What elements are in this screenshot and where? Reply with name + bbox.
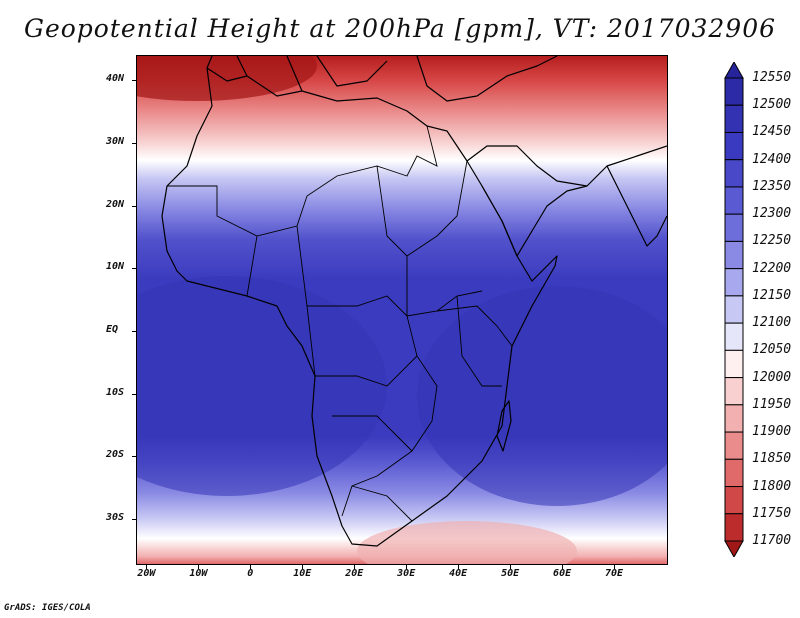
- lat-tick: [132, 142, 137, 144]
- colorbar-label: 12050: [752, 342, 792, 358]
- colorbar-segment: [724, 458, 744, 488]
- colorbar-label: 11700: [752, 533, 792, 548]
- colorbar-label: 12550: [752, 70, 792, 85]
- colorbar-label: 11850: [752, 451, 792, 467]
- lat-label: 10N: [106, 261, 125, 273]
- colorbar-segment: [724, 431, 744, 460]
- lat-tick: [132, 393, 137, 395]
- lon-tick: [250, 564, 252, 569]
- lat-tick: [132, 205, 137, 207]
- lon-label: 50E: [501, 568, 520, 579]
- lat-tick: [132, 456, 137, 458]
- colorbar-label: 12450: [752, 124, 792, 140]
- colorbar-segment: [724, 377, 744, 406]
- colorbar-segment: [724, 240, 744, 270]
- height-min-north: [137, 56, 317, 101]
- colorbar-segment: [724, 295, 744, 324]
- lat-label: 30S: [106, 512, 125, 524]
- lon-label: 40E: [449, 568, 468, 579]
- colorbar-label: 12000: [752, 369, 792, 385]
- colorbar-segment: [724, 513, 744, 542]
- height-max-indian: [417, 286, 667, 506]
- lat-tick: [132, 80, 137, 82]
- lon-label: 10W: [189, 568, 208, 579]
- lon-label: 10E: [293, 568, 312, 579]
- map-panel: [136, 55, 668, 565]
- lon-tick: [146, 564, 148, 569]
- colorbar: [724, 62, 744, 557]
- lon-tick: [198, 564, 200, 569]
- coastlines: [161, 56, 667, 547]
- lon-tick: [458, 564, 460, 569]
- colorbar-under-triangle: [724, 540, 744, 557]
- madagascar: [496, 400, 512, 452]
- country-borders: [167, 125, 513, 522]
- colorbar-over-triangle: [724, 62, 744, 79]
- lat-tick: [132, 330, 137, 332]
- colorbar-segment: [724, 349, 744, 379]
- colorbar-segment: [724, 322, 744, 351]
- colorbar-segment: [724, 486, 744, 515]
- europe-coast: [206, 56, 558, 102]
- colorbar-label: 12100: [752, 315, 792, 331]
- colorbar-label: 11800: [752, 478, 792, 494]
- arabia-north: [466, 145, 667, 187]
- map-title: Geopotential Height at 200hPa [gpm], VT:…: [23, 14, 777, 43]
- colorbar-label: 11750: [752, 505, 792, 521]
- colorbar-label: 12200: [752, 260, 792, 276]
- colorbar-label: 11950: [752, 396, 792, 412]
- lat-label: 10S: [106, 386, 125, 398]
- lat-label: 30N: [106, 135, 125, 147]
- height-max-atlantic: [137, 276, 387, 496]
- colorbar-segment: [724, 213, 744, 242]
- lat-tick: [132, 268, 137, 270]
- lat-label: EQ: [106, 323, 119, 335]
- africa-coastline: [161, 67, 558, 547]
- lon-label: 70E: [605, 568, 624, 579]
- colorbar-label: 12500: [752, 97, 792, 113]
- lon-label: 30E: [397, 568, 416, 579]
- lat-tick: [132, 519, 137, 521]
- colorbar-label: 12400: [752, 151, 792, 167]
- lon-tick: [510, 564, 512, 569]
- lon-label: 20W: [137, 568, 156, 579]
- lon-label: 0: [247, 568, 254, 579]
- arabian-peninsula: [481, 185, 588, 257]
- colorbar-segment: [724, 186, 744, 215]
- lon-label: 60E: [553, 568, 572, 579]
- height-min-south: [357, 521, 577, 564]
- lon-tick: [614, 564, 616, 569]
- colorbar-label: 12150: [752, 287, 792, 303]
- india-west: [606, 165, 667, 247]
- colorbar-segment: [724, 104, 744, 133]
- lon-tick: [354, 564, 356, 569]
- lat-label: 40N: [106, 73, 125, 85]
- lon-tick: [302, 564, 304, 569]
- colorbar-label: 12300: [752, 206, 792, 222]
- colorbar-segment: [724, 131, 744, 161]
- colorbar-segment: [724, 404, 744, 433]
- colorbar-label: 12250: [752, 233, 792, 249]
- colorbar-segment: [724, 159, 744, 188]
- colorbar-segment: [724, 77, 744, 106]
- colorbar-label: 11900: [752, 424, 792, 440]
- colorbar-segment: [724, 268, 744, 297]
- lat-label: 20S: [106, 449, 125, 461]
- lat-label: 20N: [106, 198, 125, 210]
- geopotential-field-map: [137, 56, 667, 564]
- lon-tick: [562, 564, 564, 569]
- lon-tick: [406, 564, 408, 569]
- grads-credit: GrADS: IGES/COLA: [4, 603, 91, 613]
- colorbar-label: 12350: [752, 178, 792, 194]
- lon-label: 20E: [345, 568, 364, 579]
